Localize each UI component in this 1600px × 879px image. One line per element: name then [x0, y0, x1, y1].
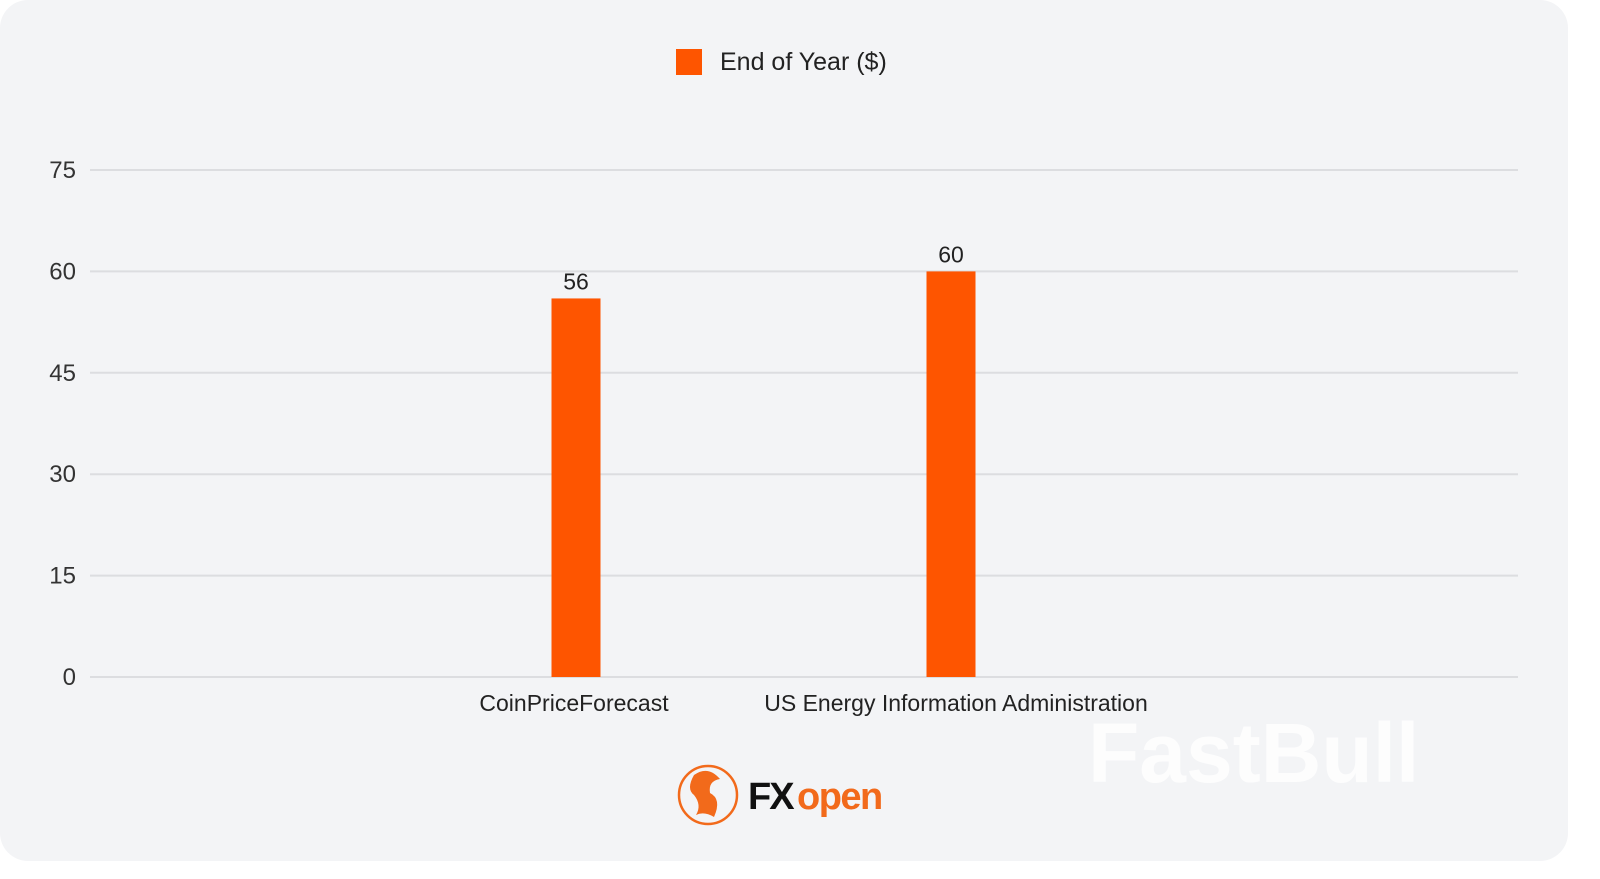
data-label: 56 [563, 268, 589, 294]
y-tick-label: 45 [49, 360, 76, 387]
watermark: FastBull [1088, 706, 1419, 800]
bar [551, 298, 601, 677]
legend-swatch [676, 49, 702, 75]
y-tick-label: 30 [49, 461, 76, 488]
y-tick-label: 75 [49, 157, 76, 184]
legend: End of Year ($) [676, 48, 887, 76]
logo-bull-icon [677, 764, 739, 826]
bar [926, 271, 976, 677]
x-category-label: CoinPriceForecast [479, 690, 669, 716]
y-tick-label: 15 [49, 563, 76, 590]
x-category-label: US Energy Information Administration [764, 690, 1148, 716]
y-axis-ticks: 0 15 30 45 60 75 [49, 157, 76, 691]
svg-text:open: open [797, 776, 882, 818]
y-tick-label: 60 [49, 258, 76, 285]
svg-text:FX: FX [748, 776, 795, 818]
chart-card [0, 0, 1568, 861]
bars: 56 60 [551, 241, 976, 677]
data-label: 60 [938, 241, 964, 267]
y-tick-label: 0 [63, 664, 76, 691]
legend-label: End of Year ($) [720, 48, 887, 76]
x-axis-labels: CoinPriceForecast US Energy Information A… [479, 690, 1147, 716]
gridlines [90, 169, 1518, 678]
fxopen-logo: FX open [677, 764, 883, 826]
